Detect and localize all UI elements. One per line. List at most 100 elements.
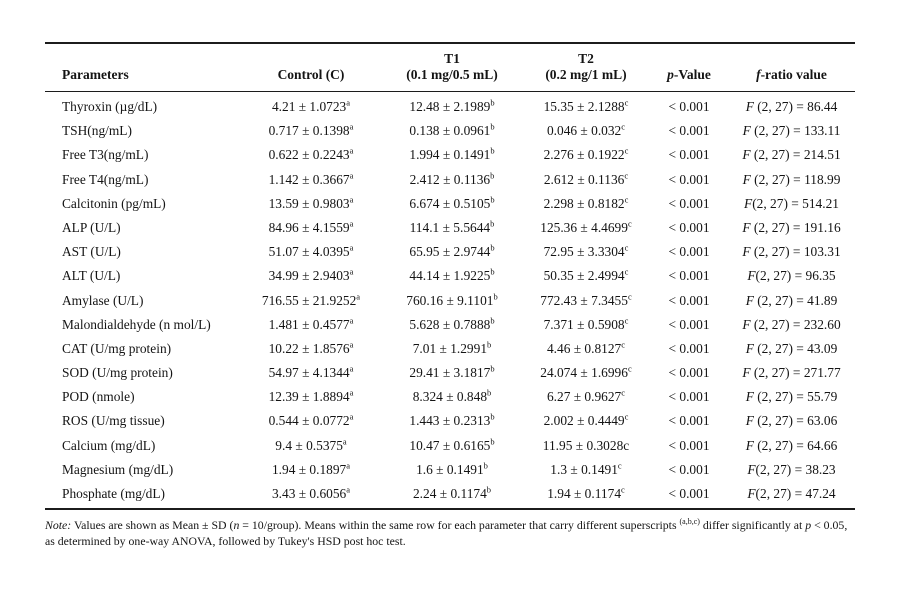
superscript-b: b — [490, 145, 495, 156]
mean-sd: 72.95 ± 3.3304 — [543, 244, 625, 260]
mean-sd: 50.35 ± 2.4994 — [543, 268, 625, 284]
table-footnote: Note: Values are shown as Mean ± SD (n =… — [45, 518, 855, 549]
control-value: 3.43 ± 0.6056a — [240, 481, 382, 509]
p-value: < 0.001 — [668, 437, 710, 453]
f-statistic-symbol: F — [747, 486, 756, 501]
control-value: 1.142 ± 0.3667a — [240, 167, 382, 191]
table-header: Parameters Control (C) T1 (0.1 mg/0.5 mL… — [45, 43, 855, 92]
f-statistic-symbol: F — [742, 365, 751, 381]
table-row: Magnesium (mg/dL) 1.94 ± 0.1897a 1.6 ± 0… — [45, 457, 855, 481]
superscript-b: b — [490, 121, 495, 132]
p-value: < 0.001 — [668, 316, 710, 332]
f-statistic-rest: (2, 27) = 41.89 — [753, 292, 838, 308]
superscript-b: b — [490, 315, 495, 326]
mean-sd: 7.01 ± 1.2991 — [412, 340, 488, 356]
control-value: 54.97 ± 4.1344a — [240, 360, 382, 384]
footnote-text-2: = 10/group). Means within the same row f… — [239, 518, 680, 532]
superscript-c: c — [621, 339, 626, 350]
superscript-b: b — [490, 242, 495, 253]
p-value: < 0.001 — [668, 389, 710, 405]
f-statistic-symbol: F — [742, 123, 751, 139]
parameter-name: ROS (U/mg tissue) — [62, 413, 165, 429]
table-row: ALT (U/L) 34.99 ± 2.9403a 44.14 ± 1.9225… — [45, 264, 855, 288]
superscript-a: a — [346, 97, 351, 108]
f-statistic-rest: (2, 27) = 514.21 — [752, 195, 839, 211]
f-ratio-value: F (2, 27) = 43.09 — [728, 336, 855, 360]
f-ratio-value: F(2, 27) = 47.24 — [728, 481, 855, 509]
table-row: Calcium (mg/dL) 9.4 ± 0.5375a 10.47 ± 0.… — [45, 433, 855, 457]
mean-sd: 6.674 ± 0.5105 — [409, 195, 491, 211]
superscript-a: a — [349, 242, 354, 253]
table-row: Thyroxin (µg/dL) 4.21 ± 1.0723a 12.48 ± … — [45, 92, 855, 119]
mean-sd: 2.002 ± 0.4449 — [543, 413, 625, 429]
mean-sd: 2.412 ± 0.1136 — [409, 171, 491, 187]
superscript-a: a — [349, 218, 354, 229]
mean-sd: 1.142 ± 0.3667 — [268, 171, 350, 187]
superscript-c: c — [627, 363, 632, 374]
header-parameters: Parameters — [45, 43, 240, 92]
parameter-name: Malondialdehyde (n mol/L) — [62, 316, 211, 332]
control-value: 0.544 ± 0.0772a — [240, 409, 382, 433]
p-value: < 0.001 — [668, 461, 710, 477]
mean-sd: 2.298 ± 0.8182 — [543, 195, 625, 211]
t1-value: 0.138 ± 0.0961b — [382, 119, 522, 143]
superscript-c: c — [627, 218, 632, 229]
parameter-name: Phosphate (mg/dL) — [62, 486, 166, 501]
t2-value: 772.43 ± 7.3455c — [522, 288, 650, 312]
f-statistic-rest: (2, 27) = 103.31 — [750, 244, 841, 260]
f-statistic-symbol: F — [742, 316, 751, 332]
mean-sd: 1.443 ± 0.2313 — [409, 413, 491, 429]
f-statistic-rest: (2, 27) = 133.11 — [750, 123, 841, 139]
parameter-name: TSH(ng/mL) — [62, 123, 132, 139]
f-ratio-value: F (2, 27) = 118.99 — [728, 167, 855, 191]
f-statistic-rest: (2, 27) = 38.23 — [755, 461, 836, 477]
header-control: Control (C) — [240, 43, 382, 92]
parameter-name: Magnesium (mg/dL) — [62, 461, 174, 477]
p-value: < 0.001 — [668, 413, 710, 429]
parameter-name: Free T3(ng/mL) — [62, 147, 149, 163]
p-value: < 0.001 — [668, 340, 710, 356]
parameter-name: SOD (U/mg protein) — [62, 365, 173, 381]
superscript-b: b — [490, 411, 495, 422]
parameter-name: AST (U/L) — [62, 244, 121, 260]
f-ratio-value: F(2, 27) = 38.23 — [728, 457, 855, 481]
f-ratio-value: F (2, 27) = 63.06 — [728, 409, 855, 433]
control-value: 51.07 ± 4.0395a — [240, 240, 382, 264]
note-label: Note: — [45, 518, 72, 532]
table-row: Calcitonin (pg/mL) 13.59 ± 0.9803a 6.674… — [45, 191, 855, 215]
superscript-c: c — [624, 411, 629, 422]
p-value: < 0.001 — [668, 244, 710, 260]
control-value: 0.717 ± 0.1398a — [240, 119, 382, 143]
control-value: 34.99 ± 2.9403a — [240, 264, 382, 288]
f-ratio-value: F (2, 27) = 64.66 — [728, 433, 855, 457]
mean-sd: 15.35 ± 2.1288 — [543, 99, 625, 114]
f-ratio-value: F (2, 27) = 232.60 — [728, 312, 855, 336]
mean-sd: 11.95 ± 0.3028c — [542, 437, 630, 453]
t2-value: 6.27 ± 0.9627c — [522, 385, 650, 409]
superscript-a: a — [349, 194, 354, 205]
parameter-name: Amylase (U/L) — [62, 292, 144, 308]
f-statistic-rest: (2, 27) = 96.35 — [755, 268, 836, 284]
mean-sd: 114.1 ± 5.5644 — [409, 219, 491, 235]
superscript-c: c — [621, 121, 626, 132]
t1-value: 65.95 ± 2.9744b — [382, 240, 522, 264]
footnote-text-1: Values are shown as Mean ± SD ( — [71, 518, 234, 532]
superscript-b: b — [490, 170, 495, 181]
f-statistic-rest: (2, 27) = 271.77 — [750, 365, 841, 381]
mean-sd: 10.47 ± 0.6165 — [409, 437, 491, 453]
superscript-c: c — [621, 387, 626, 398]
t2-value: 125.36 ± 4.4699c — [522, 215, 650, 239]
mean-sd: 9.4 ± 0.5375 — [275, 437, 343, 453]
f-statistic-symbol: F — [745, 99, 754, 114]
f-statistic-rest: (2, 27) = 118.99 — [750, 171, 841, 187]
n-italic: n — [233, 518, 240, 532]
parameter-name: ALP (U/L) — [62, 219, 121, 235]
f-ratio-value: F (2, 27) = 133.11 — [728, 119, 855, 143]
t1-value: 2.24 ± 0.1174b — [382, 481, 522, 509]
mean-sd: 51.07 ± 4.0395 — [268, 244, 350, 260]
f-ratio-value: F (2, 27) = 86.44 — [728, 92, 855, 119]
t1-value: 12.48 ± 2.1989b — [382, 92, 522, 119]
superscript-b: b — [490, 436, 495, 447]
mean-sd: 2.276 ± 0.1922 — [543, 147, 625, 163]
superscript-b: b — [483, 460, 488, 471]
